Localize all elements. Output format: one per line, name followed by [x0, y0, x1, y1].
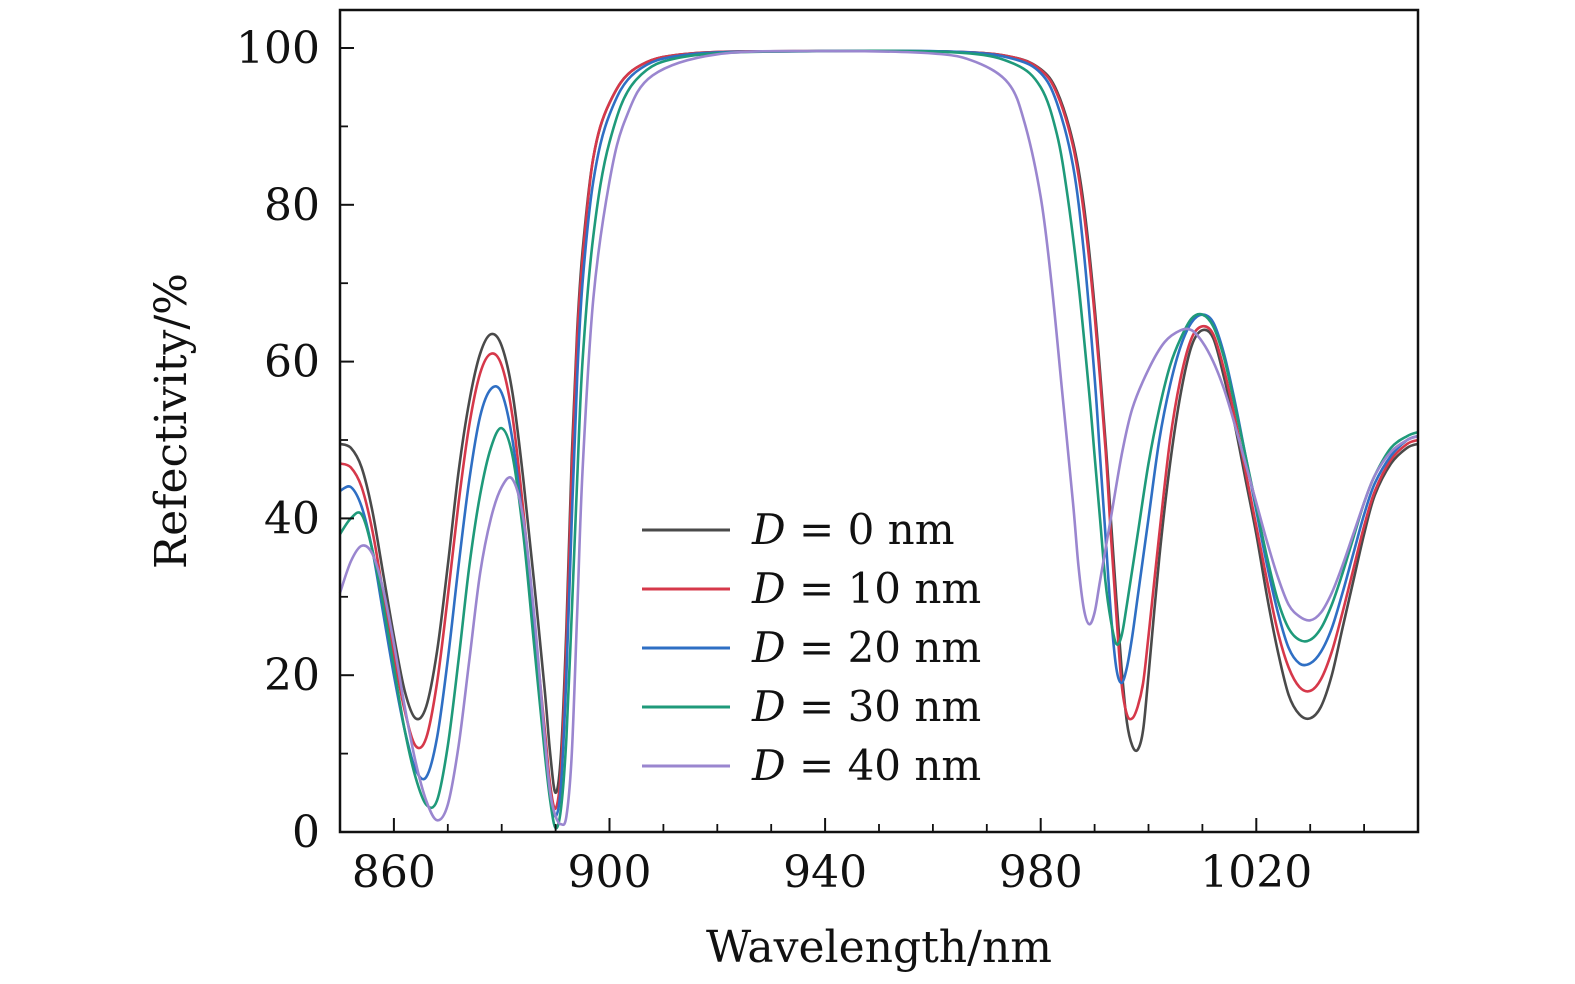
plot-lines [338, 49, 1419, 830]
legend-label-variable: D [751, 741, 786, 790]
legend: D = 0 nmD = 10 nmD = 20 nmD = 30 nmD = 4… [642, 505, 981, 790]
y-tick-label: 80 [264, 180, 320, 231]
x-tick-label: 860 [352, 847, 436, 898]
legend-label-variable: D [751, 505, 786, 554]
legend-label-1: D = 10 nm [751, 564, 981, 613]
x-tick-label: 1020 [1200, 847, 1312, 898]
legend-label-value: = 10 nm [786, 564, 982, 613]
legend-label-2: D = 20 nm [751, 623, 981, 672]
series-line-1 [339, 49, 1419, 811]
legend-label-3: D = 30 nm [751, 682, 981, 731]
y-tick-label: 100 [236, 23, 320, 74]
series-line-2 [339, 49, 1419, 818]
legend-label-value: = 40 nm [786, 741, 982, 790]
series-line-3 [338, 49, 1419, 830]
legend-label-value: = 20 nm [786, 623, 982, 672]
legend-label-value: = 0 nm [786, 505, 955, 554]
y-axis-title: Refectivity/% [146, 273, 197, 569]
y-tick-label: 60 [264, 337, 320, 388]
series-line-4 [338, 49, 1419, 827]
legend-label-value: = 30 nm [786, 682, 982, 731]
x-tick-label: 980 [999, 847, 1083, 898]
legend-label-variable: D [751, 623, 786, 672]
x-axis-title: Wavelength/nm [706, 922, 1052, 973]
y-tick-label: 40 [264, 493, 320, 544]
axis-ticks: 860 900 940 980 1020 0 20 40 60 80 100 [236, 23, 1419, 898]
x-tick-label: 900 [568, 847, 652, 898]
y-tick-label: 0 [292, 807, 320, 858]
legend-label-variable: D [751, 682, 786, 731]
x-tick-label: 940 [783, 847, 867, 898]
y-tick-label: 20 [264, 650, 320, 701]
legend-label-4: D = 40 nm [751, 741, 981, 790]
legend-label-0: D = 0 nm [751, 505, 955, 554]
legend-label-variable: D [751, 564, 786, 613]
